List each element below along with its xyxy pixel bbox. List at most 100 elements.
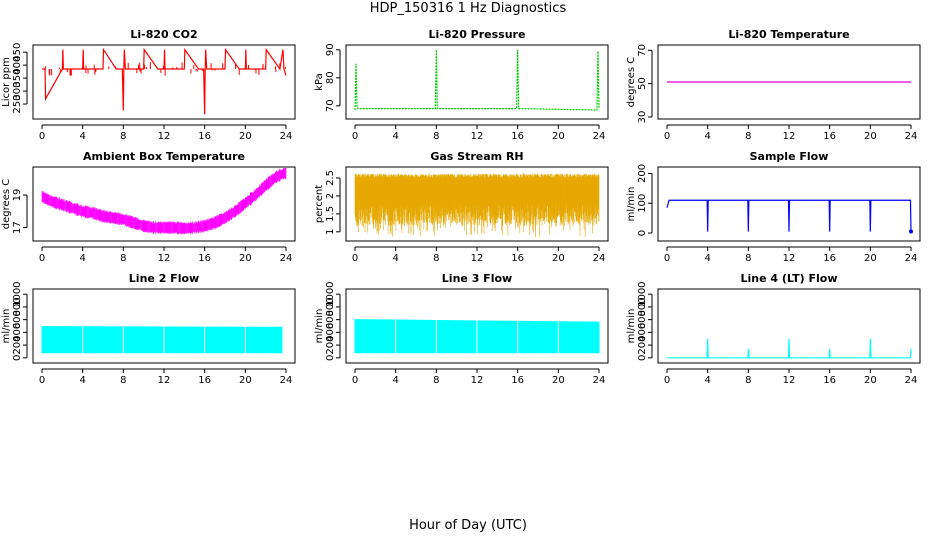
y-tick-label: 19 xyxy=(12,189,23,202)
x-tick-label: 20 xyxy=(864,131,877,142)
y-tick-label: 0 xyxy=(12,355,23,361)
series-line xyxy=(666,199,912,232)
y-axis-label: ml/min xyxy=(626,309,637,344)
y-tick-label: 200 xyxy=(637,336,648,355)
chart-panel: Gas Stream RH percent 0 4 8 12 16 20 24 1 1.5 2 2.5 xyxy=(314,150,609,264)
y-axis-label: ml/min xyxy=(314,309,325,344)
x-tick-label: 8 xyxy=(120,375,126,386)
x-tick-label: 0 xyxy=(39,375,45,386)
y-tick-label: 0 xyxy=(637,355,648,361)
x-tick-label: 20 xyxy=(552,253,565,264)
y-tick-label: 400 xyxy=(12,323,23,342)
x-tick-label: 20 xyxy=(239,253,252,264)
y-tick-label: 800 xyxy=(637,297,648,316)
panel-title: Line 3 Flow xyxy=(442,272,512,285)
x-tick-label: 0 xyxy=(664,253,670,264)
x-tick-label: 12 xyxy=(783,131,796,142)
series-line xyxy=(42,47,287,115)
x-tick-label: 4 xyxy=(392,131,398,142)
plot-frame xyxy=(32,44,296,120)
x-tick-label: 16 xyxy=(198,131,211,142)
x-tick-label: 8 xyxy=(745,253,751,264)
x-tick-label: 12 xyxy=(783,253,796,264)
plot-frame xyxy=(657,44,921,120)
y-tick-label: 200 xyxy=(12,336,23,355)
y-axis-label: ml/min xyxy=(1,309,12,344)
y-tick-label: 250 xyxy=(12,94,23,113)
plot-frame xyxy=(345,166,609,242)
x-tick-label: 20 xyxy=(552,131,565,142)
x-tick-label: 24 xyxy=(905,131,918,142)
chart-panel: Li-820 Temperature degrees C 0 4 8 12 16 20 24 30… xyxy=(626,28,921,142)
y-tick-label: 800 xyxy=(12,297,23,316)
series-line xyxy=(667,338,912,359)
x-tick-label: 0 xyxy=(664,131,670,142)
x-tick-label: 24 xyxy=(593,131,606,142)
y-tick-label: 100 xyxy=(637,194,648,213)
y-tick-label: 30 xyxy=(637,111,648,124)
y-axis-label: percent xyxy=(314,185,325,223)
y-tick-label: 600 xyxy=(325,310,336,329)
panel-title: Li-820 Pressure xyxy=(429,28,526,41)
x-tick-label: 16 xyxy=(511,253,524,264)
y-tick-label: 0 xyxy=(637,230,648,236)
y-tick-label: 400 xyxy=(637,323,648,342)
chart-panel: Li-820 Pressure kPa 0 4 8 12 16 20 24 70 80 90 xyxy=(314,28,609,142)
x-tick-label: 8 xyxy=(120,131,126,142)
y-tick-label: 2 xyxy=(325,193,336,199)
x-tick-label: 12 xyxy=(471,253,484,264)
panel-title: Line 2 Flow xyxy=(129,272,199,285)
x-tick-label: 4 xyxy=(704,375,710,386)
panel-title: Sample Flow xyxy=(750,150,829,163)
plot-frame xyxy=(345,288,609,364)
panel-title: Li-820 Temperature xyxy=(728,28,849,41)
x-tick-label: 16 xyxy=(511,375,524,386)
plot-frame xyxy=(657,166,921,242)
x-tick-label: 0 xyxy=(352,253,358,264)
series-temp-band xyxy=(41,168,287,235)
x-tick-label: 8 xyxy=(745,375,751,386)
panel-title: Ambient Box Temperature xyxy=(83,150,245,163)
y-tick-label: 17 xyxy=(12,221,23,234)
series-rh-band xyxy=(354,173,600,238)
x-tick-label: 12 xyxy=(471,375,484,386)
y-tick-label: 90 xyxy=(325,43,336,56)
x-tick-label: 24 xyxy=(280,253,293,264)
y-tick-label: 50 xyxy=(637,77,648,90)
x-tick-label: 24 xyxy=(280,131,293,142)
y-tick-label: 2.5 xyxy=(325,170,336,186)
x-tick-label: 8 xyxy=(745,131,751,142)
x-tick-label: 24 xyxy=(593,375,606,386)
x-tick-label: 16 xyxy=(511,131,524,142)
x-tick-label: 12 xyxy=(158,253,171,264)
y-tick-label: 1000 xyxy=(12,281,23,306)
y-tick-label: 70 xyxy=(637,44,648,57)
x-tick-label: 4 xyxy=(79,253,85,264)
x-tick-label: 4 xyxy=(392,253,398,264)
x-tick-label: 8 xyxy=(433,253,439,264)
y-tick-label: 400 xyxy=(325,323,336,342)
x-tick-label: 4 xyxy=(79,375,85,386)
series-area xyxy=(41,326,283,354)
plot-frame xyxy=(32,166,296,242)
x-tick-label: 24 xyxy=(593,253,606,264)
x-tick-label: 12 xyxy=(158,375,171,386)
x-tick-label: 24 xyxy=(905,253,918,264)
y-tick-label: 350 xyxy=(12,69,23,88)
y-tick-label: 70 xyxy=(325,99,336,112)
panel-title: Li-820 CO2 xyxy=(130,28,197,41)
x-tick-label: 12 xyxy=(783,375,796,386)
x-tick-label: 20 xyxy=(239,131,252,142)
y-axis-label: kPa xyxy=(314,73,325,91)
y-axis-label: Licor ppm xyxy=(1,57,12,107)
x-tick-label: 16 xyxy=(198,375,211,386)
x-tick-label: 20 xyxy=(864,375,877,386)
y-tick-label: 1 xyxy=(325,229,336,235)
x-tick-label: 12 xyxy=(158,131,171,142)
x-tick-label: 16 xyxy=(823,375,836,386)
x-tick-label: 0 xyxy=(39,131,45,142)
x-tick-label: 12 xyxy=(471,131,484,142)
